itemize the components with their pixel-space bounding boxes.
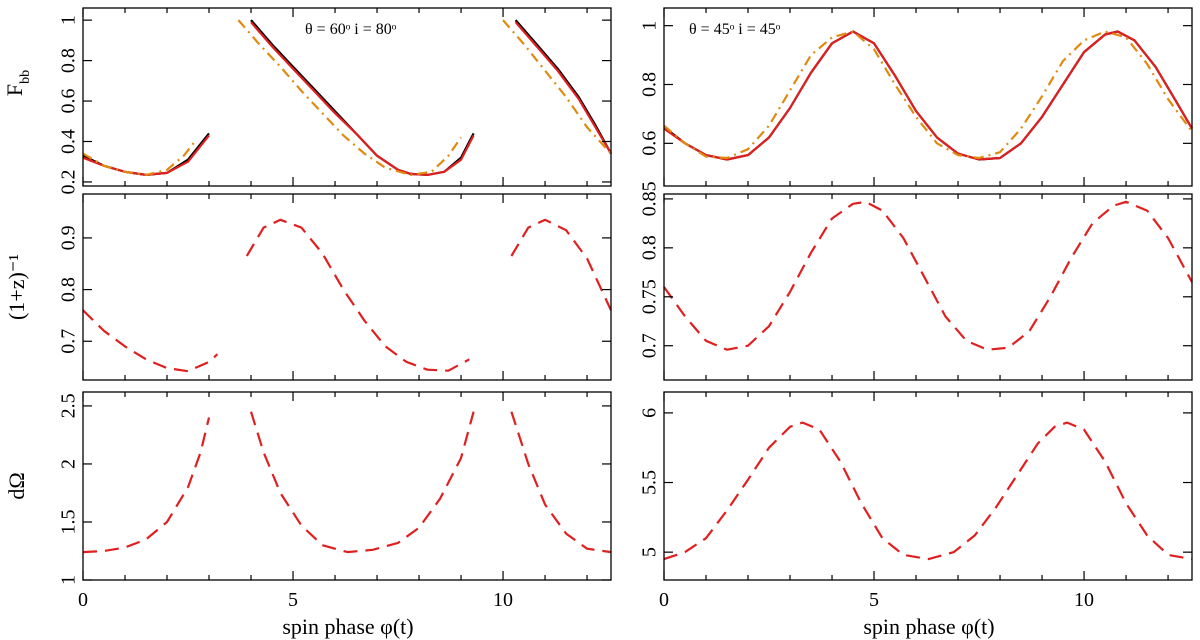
y-tick-label: 0.7 [639, 333, 661, 358]
series-line-0-segment-0 [82, 309, 219, 373]
y-tick-label: 0.8 [639, 72, 661, 97]
series-line-1-segment-0 [82, 134, 210, 176]
series-line-2-segment-2 [502, 19, 612, 155]
y-tick-label: 0.9 [58, 225, 80, 250]
y-tick-label: 0.8 [639, 235, 661, 260]
series-line-0-segment-0 [663, 421, 1193, 561]
y-tick-label: 0.6 [58, 89, 80, 114]
series-line-0-segment-2 [510, 411, 612, 554]
y-tick-label: 0.75 [639, 279, 661, 314]
plot-frame [82, 391, 612, 581]
series-line-1-segment-2 [514, 21, 612, 155]
x-axis-label: spin phase φ(t) [863, 614, 994, 639]
y-tick-label: 1.5 [58, 510, 80, 535]
x-tick-label: 5 [869, 589, 879, 611]
y-tick-label: 0.2 [58, 170, 80, 195]
series-line-2-segment-0 [663, 30, 1193, 160]
series-line-0-segment-0 [663, 30, 1193, 161]
y-tick-label: 0.6 [639, 131, 661, 156]
y-tick-label: 1 [639, 21, 661, 31]
y-tick-label: 1 [58, 575, 80, 585]
panel-annotation: θ = 60ᵒ i = 80ᵒ [305, 21, 397, 38]
series-line-2-segment-0 [82, 138, 198, 176]
series-line-0-segment-0 [82, 132, 210, 176]
y-axis-label: (1+z)⁻¹ [4, 254, 29, 320]
x-tick-label: 5 [288, 589, 298, 611]
panel-left-bottom: 1 1.5 2 2.5 0 5 10 spin phase φ(t) dΩ [4, 391, 612, 639]
series-line-0-segment-0 [82, 417, 211, 554]
series-line-0-segment-1 [249, 411, 475, 554]
y-tick-label: 0.8 [58, 277, 80, 302]
y-axis-label: dΩ [4, 472, 29, 499]
y-tick-label: 2.5 [58, 393, 80, 418]
panel-right-top: 0.6 0.8 1 θ = 45ᵒ i = 45ᵒ [639, 7, 1193, 187]
panel-annotation: θ = 45ᵒ i = 45ᵒ [689, 21, 781, 38]
plot-frame [82, 193, 612, 381]
x-tick-label: 10 [493, 589, 513, 611]
series-line-1-segment-1 [250, 21, 475, 176]
panel-left-middle: 0.7 0.8 0.9 (1+z)⁻¹ [4, 193, 612, 381]
y-tick-label: 5.5 [639, 470, 661, 495]
series-line-1-segment-0 [663, 30, 1193, 161]
y-tick-label: 0.4 [58, 129, 80, 154]
y-tick-label: 0.8 [58, 48, 80, 73]
x-tick-label: 0 [659, 589, 669, 611]
y-tick-label: 0.85 [639, 181, 661, 216]
plot-frame [663, 193, 1193, 381]
panel-right-middle: 0.7 0.75 0.8 0.85 [639, 181, 1193, 381]
plot-frame [663, 7, 1193, 187]
plot-frame [82, 7, 612, 187]
y-tick-label: 6 [639, 408, 661, 418]
series-line-0-segment-0 [663, 200, 1193, 351]
series-line-2-segment-1 [237, 19, 462, 176]
y-axis-label: Fbb [2, 70, 33, 96]
y-tick-label: 2 [58, 459, 80, 469]
panel-left-top: 0.2 0.4 0.6 0.8 1 Fbb θ = 60ᵒ i = 80ᵒ [2, 7, 612, 195]
x-tick-label: 10 [1074, 589, 1094, 611]
series-line-0-segment-1 [245, 218, 470, 372]
series-line-0-segment-2 [510, 218, 612, 311]
x-axis-label: spin phase φ(t) [282, 614, 413, 639]
y-tick-label: 1 [58, 15, 80, 25]
x-tick-label: 0 [78, 589, 88, 611]
y-tick-label: 5 [639, 547, 661, 557]
plot-frame [663, 391, 1193, 581]
panel-right-bottom: 5 5.5 6 0 5 10 spin phase φ(t) [639, 391, 1193, 639]
y-tick-label: 0.7 [58, 329, 80, 354]
